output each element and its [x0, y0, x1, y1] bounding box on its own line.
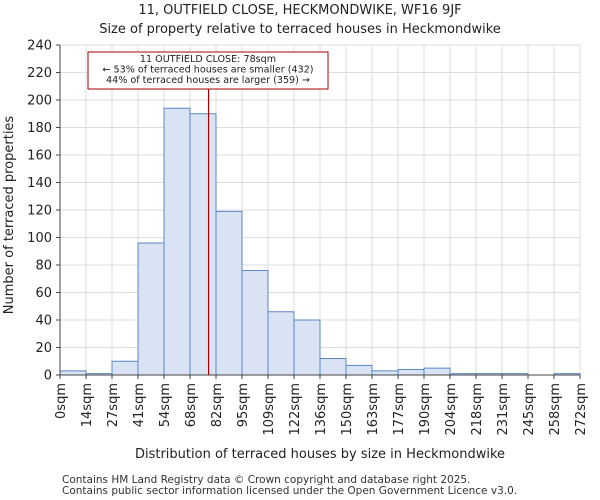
annotation-box — [87, 51, 329, 90]
x-tick-label: 231sqm — [496, 383, 511, 436]
y-tick-label: 80 — [35, 259, 52, 274]
chart-subtitle: Size of property relative to terraced ho… — [99, 22, 501, 37]
histogram-bar — [137, 242, 165, 376]
annotation-line-2: ← 53% of terraced houses are smaller (43… — [102, 65, 313, 76]
histogram-bar — [423, 367, 451, 376]
histogram-bar — [319, 358, 347, 376]
histogram-bar — [215, 210, 243, 376]
x-tick-label: 14sqm — [80, 383, 95, 427]
x-tick-label: 122sqm — [288, 383, 303, 436]
y-tick-label: 0 — [44, 369, 52, 384]
x-tick-label: 27sqm — [106, 383, 121, 427]
histogram-bar — [189, 113, 217, 376]
histogram-bar — [59, 370, 87, 376]
y-tick-label: 120 — [27, 204, 52, 219]
histogram-bar — [111, 360, 139, 376]
y-tick-label: 40 — [35, 314, 52, 329]
histogram-bar — [267, 311, 295, 376]
x-tick-label: 95sqm — [236, 383, 251, 427]
x-tick-label: 258sqm — [548, 383, 563, 436]
x-tick-label: 0sqm — [54, 383, 69, 419]
x-tick-label: 163sqm — [366, 383, 381, 436]
y-tick-label: 100 — [27, 231, 52, 246]
histogram-bar — [293, 319, 321, 376]
y-tick-label: 200 — [27, 94, 52, 109]
x-tick-label: 190sqm — [418, 383, 433, 436]
x-axis-label: Distribution of terraced houses by size … — [135, 447, 505, 462]
chart-title: 11, OUTFIELD CLOSE, HECKMONDWIKE, WF16 9… — [138, 3, 462, 18]
y-tick-label: 20 — [35, 341, 52, 356]
histogram-bar — [163, 107, 191, 376]
x-tick-label: 136sqm — [314, 383, 329, 436]
y-tick-label: 220 — [27, 66, 52, 81]
footer-line-2: Contains public sector information licen… — [62, 485, 518, 497]
histogram-bar — [345, 364, 373, 376]
x-tick-label: 177sqm — [392, 383, 407, 436]
annotation-line-3: 44% of terraced houses are larger (359) … — [106, 75, 310, 86]
histogram-bar — [241, 270, 269, 376]
footer-line-1: Contains HM Land Registry data © Crown c… — [62, 474, 471, 486]
y-tick-label: 160 — [27, 149, 52, 164]
x-tick-label: 204sqm — [444, 383, 459, 436]
x-tick-label: 245sqm — [522, 383, 537, 436]
x-tick-label: 41sqm — [132, 383, 147, 427]
x-tick-label: 54sqm — [158, 383, 173, 427]
x-tick-label: 272sqm — [574, 383, 589, 436]
histogram-bar — [397, 369, 425, 376]
x-tick-label: 150sqm — [340, 383, 355, 436]
x-tick-label: 82sqm — [210, 383, 225, 427]
y-tick-label: 180 — [27, 121, 52, 136]
histogram-bar — [371, 370, 399, 376]
x-tick-label: 109sqm — [262, 383, 277, 436]
y-tick-label: 60 — [35, 286, 52, 301]
y-axis-label: Number of terraced properties — [2, 116, 17, 315]
x-tick-label: 218sqm — [470, 383, 485, 436]
annotation-line-1: 11 OUTFIELD CLOSE: 78sqm — [140, 54, 276, 65]
y-tick-label: 240 — [27, 39, 52, 54]
x-tick-label: 68sqm — [184, 383, 199, 427]
y-tick-label: 140 — [27, 176, 52, 191]
